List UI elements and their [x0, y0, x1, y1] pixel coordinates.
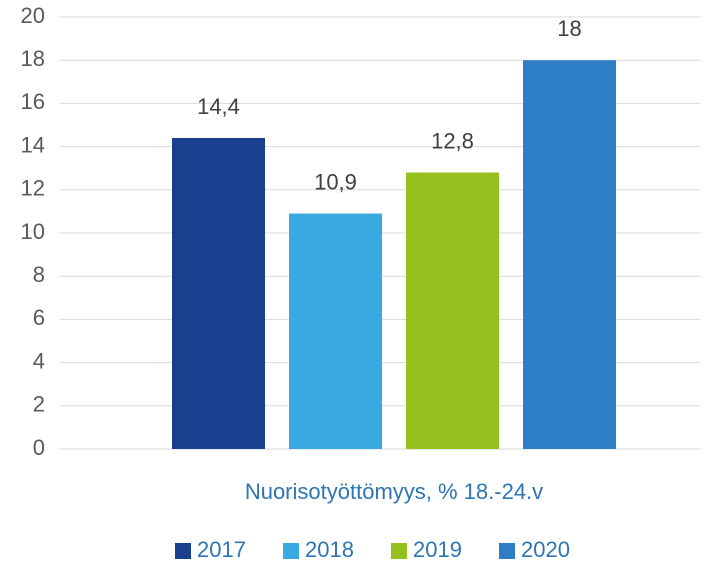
legend-label: 2019: [413, 537, 462, 562]
legend-swatch: [499, 543, 515, 559]
legend-label: 2020: [521, 537, 570, 562]
y-tick-label: 0: [33, 435, 45, 460]
bar: [172, 137, 265, 449]
y-tick-label: 2: [33, 392, 45, 417]
data-label: 14,4: [197, 94, 240, 119]
y-tick-label: 6: [33, 305, 45, 330]
legend-swatch: [283, 543, 299, 559]
y-tick-label: 8: [33, 262, 45, 287]
y-tick-label: 12: [21, 176, 45, 201]
y-tick-label: 16: [21, 89, 45, 114]
bar: [406, 172, 499, 449]
data-label: 12,8: [431, 128, 474, 153]
y-tick-label: 14: [21, 132, 45, 157]
legend-label: 2018: [305, 537, 354, 562]
y-tick-label: 18: [21, 46, 45, 71]
bar: [523, 60, 616, 449]
y-tick-label: 4: [33, 348, 45, 373]
y-tick-label: 10: [21, 219, 45, 244]
legend-swatch: [391, 543, 407, 559]
legend-label: 2017: [197, 537, 246, 562]
legend-swatch: [175, 543, 191, 559]
x-category-label: Nuorisotyöttömyys, % 18.-24.v: [245, 479, 543, 504]
bar: [289, 213, 382, 449]
data-label: 10,9: [314, 169, 357, 194]
data-label: 18: [557, 16, 581, 41]
y-tick-label: 20: [21, 3, 45, 28]
